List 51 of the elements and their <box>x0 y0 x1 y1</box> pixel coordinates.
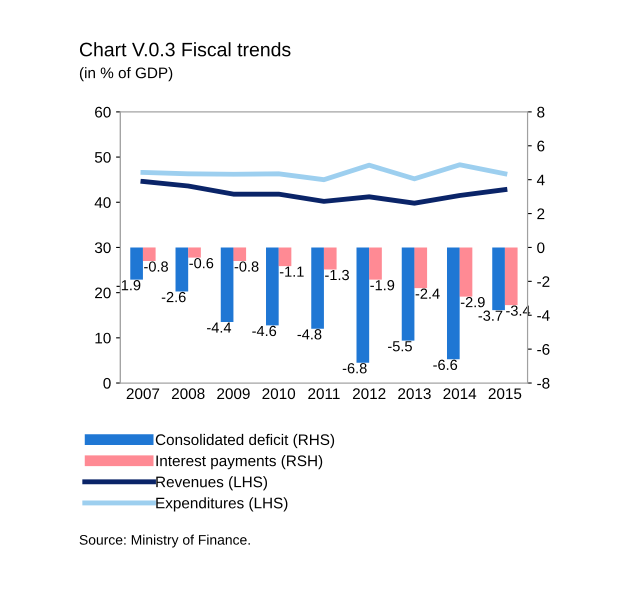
data-label: -2.9 <box>460 296 485 308</box>
legend-label: Interest payments (RSH) <box>156 454 322 470</box>
y2-tick-label: 4 <box>536 174 545 186</box>
data-label: -4.4 <box>207 322 232 333</box>
y2-tick-label: -6 <box>537 344 550 355</box>
data-label: -1.3 <box>325 270 349 280</box>
y2-tick-label: 2 <box>537 208 544 220</box>
data-label: -0.6 <box>189 258 214 268</box>
data-label: -1.9 <box>370 280 394 290</box>
x-tick-label: 2011 <box>308 388 340 400</box>
data-label: -4.8 <box>298 329 322 340</box>
chart-title: Chart V.0.3 Fiscal trends <box>80 42 290 56</box>
source-note: Source: Ministry of Finance. <box>80 534 250 548</box>
y2-tick-label: 0 <box>537 242 544 254</box>
y2-tick-label: 6 <box>537 140 544 152</box>
data-label: -0.8 <box>234 261 258 272</box>
x-tick-label: 2009 <box>217 388 250 400</box>
x-tick-label: 2008 <box>172 388 205 400</box>
data-label: -4.6 <box>252 326 276 336</box>
y2-tick-label: -4 <box>537 310 550 321</box>
line-series <box>140 162 508 182</box>
data-label: -0.8 <box>144 261 168 272</box>
y2-tick-label: -2 <box>537 276 550 287</box>
x-tick-label: 2015 <box>488 388 522 400</box>
legend-label: Consolidated deficit (RHS) <box>156 434 334 448</box>
data-label: -6.6 <box>433 360 458 370</box>
data-label: -5.5 <box>388 341 412 352</box>
chart-subtitle: (in % of GDP) <box>80 67 172 82</box>
data-label: -6.8 <box>342 363 367 374</box>
legend-label: Expenditures (LHS) <box>156 497 288 512</box>
y2-tick-label: -8 <box>537 378 550 389</box>
legend-label: Revenues (LHS) <box>156 476 268 490</box>
y2-tick-label: 8 <box>537 106 544 118</box>
data-label: -1.9 <box>116 280 140 290</box>
x-tick-label: 2010 <box>262 388 296 400</box>
x-tick-label: 2007 <box>126 388 160 400</box>
x-tick-label: 2012 <box>352 388 386 400</box>
data-label: -2.4 <box>416 288 440 299</box>
y-tick-label: 10 <box>95 332 111 344</box>
y-tick-label: 30 <box>94 242 111 254</box>
y-tick-label: 20 <box>95 288 111 298</box>
y-tick-label: 50 <box>94 152 111 163</box>
data-label: -3.7 <box>478 310 502 321</box>
x-tick-label: 2014 <box>443 388 476 400</box>
line-series <box>140 179 508 206</box>
data-label: -1.1 <box>280 266 304 277</box>
y-tick-label: 0 <box>103 378 111 389</box>
y-tick-label: 60 <box>95 106 111 118</box>
data-label: -2.6 <box>162 292 186 302</box>
x-tick-label: 2013 <box>398 388 431 400</box>
y-tick-label: 40 <box>94 197 111 208</box>
